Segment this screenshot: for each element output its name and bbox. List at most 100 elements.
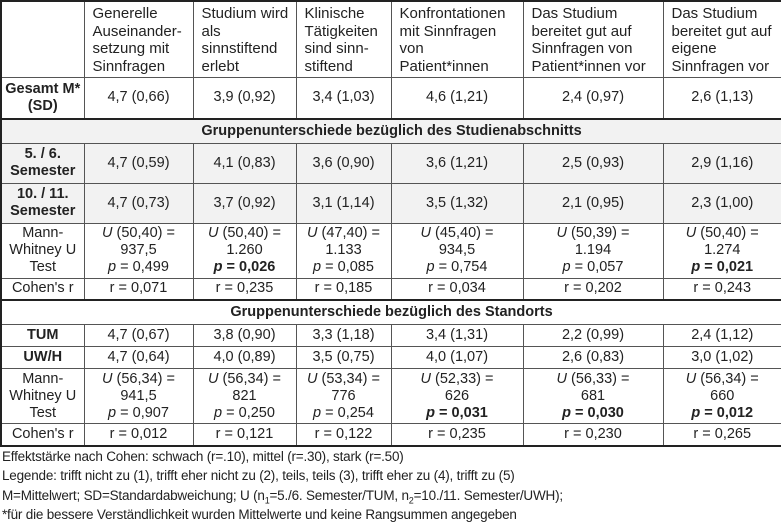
u-args: (50,40) = (116, 225, 175, 241)
effect-value: r = 0,071 (83, 277, 194, 301)
group-value: 4,0 (1,07) (390, 346, 524, 369)
footnote-abbreviations: M=Mittelwert; SD=Standardabweichung; U (… (2, 486, 781, 506)
results-table: Generelle Auseinander-setzung mit Sinnfr… (0, 0, 781, 447)
u-symbol: U (420, 370, 431, 387)
group-value: 4,1 (0,83) (192, 142, 297, 184)
p-line: p = 0,031 (395, 405, 520, 422)
u-symbol: U (685, 370, 697, 387)
mann-whitney-row: Mann-Whitney U Test U (50,40) = 937,5 p = 0… (0, 222, 781, 279)
p-symbol: p (691, 404, 701, 421)
effect-value: r = 0,121 (192, 423, 297, 446)
u-args: (50,40) = (222, 225, 281, 241)
effect-value: r = 0,122 (295, 423, 392, 446)
u-statistic: 660 (710, 387, 735, 404)
effect-label: Cohen's r (0, 423, 85, 446)
p-symbol: p (562, 259, 571, 275)
group-value: 2,3 (1,00) (662, 182, 781, 224)
u-line: U (52,33) = (395, 371, 520, 388)
abbrev-part: =5./6. Semester/TUM, n (269, 487, 409, 503)
effect-value: r = 0,230 (522, 423, 664, 446)
p-value: = 0,250 (226, 404, 275, 421)
p-symbol: p (426, 259, 435, 275)
effect-label: Cohen's r (0, 277, 85, 301)
p-value: = 0,021 (704, 259, 754, 275)
u-symbol: U (208, 225, 219, 241)
u-args: (50,39) = (571, 225, 630, 241)
abbrev-part: M=Mittelwert; SD=Standardabweichung; U (… (2, 487, 265, 503)
u-line: U (50,39) = (527, 225, 660, 242)
group-value: 3,7 (0,92) (192, 182, 297, 224)
test-result: U (56,34) = 660 p = 0,012 (662, 368, 781, 424)
u-line: U (50,40) = (197, 225, 293, 242)
test-result: U (45,40) = 934,5 p = 0,754 (390, 222, 524, 279)
u-statistic: 941,5 (120, 387, 157, 404)
u-line: U (56,33) = (527, 371, 660, 388)
group-value: 2,1 (0,95) (522, 182, 664, 224)
test-result: U (50,40) = 937,5 p = 0,499 (83, 222, 194, 279)
p-line: p = 0,012 (667, 405, 779, 422)
p-symbol: p (313, 404, 322, 421)
u-symbol: U (102, 370, 113, 387)
p-value: = 0,057 (574, 259, 624, 275)
p-symbol: p (213, 259, 223, 275)
u-statistic: 937,5 (120, 242, 157, 258)
test-label: Mann-Whitney U Test (0, 222, 85, 279)
effect-value: r = 0,202 (522, 277, 664, 301)
column-header: Studium wird als sinnstiftend erlebt (192, 0, 297, 78)
group-value: 4,0 (0,89) (192, 346, 297, 369)
group-value: 3,5 (0,75) (295, 346, 392, 369)
test-result: U (50,40) = 1.274 p = 0,021 (662, 222, 781, 279)
total-value: 3,9 (0,92) (192, 77, 297, 119)
p-line: p = 0,754 (395, 259, 520, 276)
group-value: 4,7 (0,73) (83, 182, 194, 224)
u-line: U (56,34) = (667, 371, 779, 388)
effect-value: r = 0,265 (662, 423, 781, 446)
group-value: 2,4 (1,12) (662, 324, 781, 347)
u-statistic: 1.260 (226, 242, 263, 258)
header-row: Generelle Auseinander-setzung mit Sinnfr… (0, 0, 781, 78)
total-value: 2,4 (0,97) (522, 77, 664, 119)
group-value: 4,7 (0,64) (83, 346, 194, 369)
corner-cell (0, 0, 85, 78)
group-value: 2,5 (0,93) (522, 142, 664, 184)
p-line: p = 0,021 (667, 259, 779, 276)
group-value: 2,6 (0,83) (522, 346, 664, 369)
u-statistic: 1.133 (325, 242, 362, 258)
p-line: p = 0,499 (88, 259, 190, 276)
group-value: 4,7 (0,67) (83, 324, 194, 347)
section-title: Gruppenunterschiede bezüglich des Studie… (0, 117, 781, 144)
u-symbol: U (102, 225, 113, 241)
p-symbol: p (313, 259, 322, 275)
group-value: 3,4 (1,31) (390, 324, 524, 347)
group-value: 3,6 (0,90) (295, 142, 392, 184)
row-label: Gesamt M* (SD) (0, 77, 85, 119)
p-value: = 0,907 (120, 404, 169, 421)
p-value: = 0,012 (704, 404, 754, 421)
test-result: U (52,33) = 626 p = 0,031 (390, 368, 524, 424)
u-line: U (56,34) = (197, 371, 293, 388)
section-header: Gruppenunterschiede bezüglich des Studie… (0, 117, 781, 144)
p-line: p = 0,057 (527, 259, 660, 276)
group-value: 3,5 (1,32) (390, 182, 524, 224)
total-value: 4,7 (0,66) (83, 77, 194, 119)
column-header: Klinische Tätigkeiten sind sinn-stiftend (295, 0, 392, 78)
total-value: 3,4 (1,03) (295, 77, 392, 119)
group-row: 5. / 6. Semester 4,7 (0,59) 4,1 (0,83) 3,6 … (0, 142, 781, 184)
u-statistic: 681 (580, 387, 606, 404)
p-symbol: p (214, 404, 223, 421)
effect-value: r = 0,034 (390, 277, 524, 301)
group-value: 3,0 (1,02) (662, 346, 781, 369)
subscript: 2 (408, 495, 414, 506)
p-value: = 0,085 (325, 259, 374, 275)
u-args: (45,40) = (435, 225, 494, 241)
effect-value: r = 0,235 (192, 277, 297, 301)
p-line: p = 0,254 (300, 405, 388, 422)
test-result: U (50,39) = 1.194 p = 0,057 (522, 222, 664, 279)
effect-value: r = 0,243 (662, 277, 781, 301)
u-symbol: U (307, 225, 318, 241)
test-result: U (56,34) = 941,5 p = 0,907 (83, 368, 194, 424)
subscript: 1 (264, 495, 270, 506)
u-args: (56,34) = (116, 370, 175, 387)
